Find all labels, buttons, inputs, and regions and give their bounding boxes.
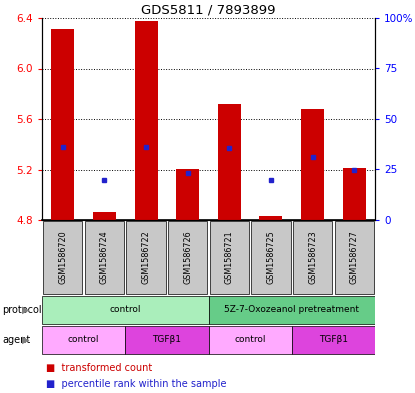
- FancyBboxPatch shape: [42, 296, 208, 324]
- Text: agent: agent: [2, 335, 30, 345]
- Text: protocol: protocol: [2, 305, 42, 315]
- Text: ■  percentile rank within the sample: ■ percentile rank within the sample: [46, 379, 227, 389]
- FancyBboxPatch shape: [292, 326, 375, 354]
- FancyBboxPatch shape: [168, 221, 207, 294]
- FancyBboxPatch shape: [208, 296, 375, 324]
- Text: TGFβ1: TGFβ1: [152, 336, 181, 345]
- Text: GSM1586721: GSM1586721: [225, 231, 234, 284]
- FancyBboxPatch shape: [293, 221, 332, 294]
- Bar: [343, 168, 366, 220]
- FancyBboxPatch shape: [85, 221, 124, 294]
- FancyBboxPatch shape: [127, 221, 166, 294]
- Text: ▶: ▶: [22, 305, 29, 315]
- Bar: [259, 216, 282, 220]
- FancyBboxPatch shape: [43, 221, 82, 294]
- Bar: [176, 169, 199, 220]
- Text: GSM1586727: GSM1586727: [350, 231, 359, 285]
- Bar: [301, 109, 324, 220]
- Text: control: control: [110, 305, 141, 314]
- Text: control: control: [68, 336, 99, 345]
- Bar: [93, 213, 116, 220]
- Text: GSM1586722: GSM1586722: [142, 231, 151, 285]
- Text: GSM1586723: GSM1586723: [308, 231, 317, 284]
- FancyBboxPatch shape: [208, 326, 292, 354]
- FancyBboxPatch shape: [42, 326, 125, 354]
- Text: 5Z-7-Oxozeanol pretreatment: 5Z-7-Oxozeanol pretreatment: [224, 305, 359, 314]
- Text: GSM1586724: GSM1586724: [100, 231, 109, 284]
- FancyBboxPatch shape: [334, 221, 374, 294]
- Bar: [134, 20, 158, 220]
- Text: GSM1586726: GSM1586726: [183, 231, 192, 284]
- Bar: [218, 104, 241, 220]
- FancyBboxPatch shape: [125, 326, 208, 354]
- Text: GSM1586720: GSM1586720: [59, 231, 67, 284]
- Text: ■  transformed count: ■ transformed count: [46, 363, 152, 373]
- FancyBboxPatch shape: [210, 221, 249, 294]
- Text: control: control: [234, 336, 266, 345]
- FancyBboxPatch shape: [251, 221, 290, 294]
- Text: ▶: ▶: [22, 335, 29, 345]
- Bar: [51, 29, 74, 220]
- Title: GDS5811 / 7893899: GDS5811 / 7893899: [141, 4, 276, 17]
- Text: TGFβ1: TGFβ1: [319, 336, 348, 345]
- Text: GSM1586725: GSM1586725: [266, 231, 276, 285]
